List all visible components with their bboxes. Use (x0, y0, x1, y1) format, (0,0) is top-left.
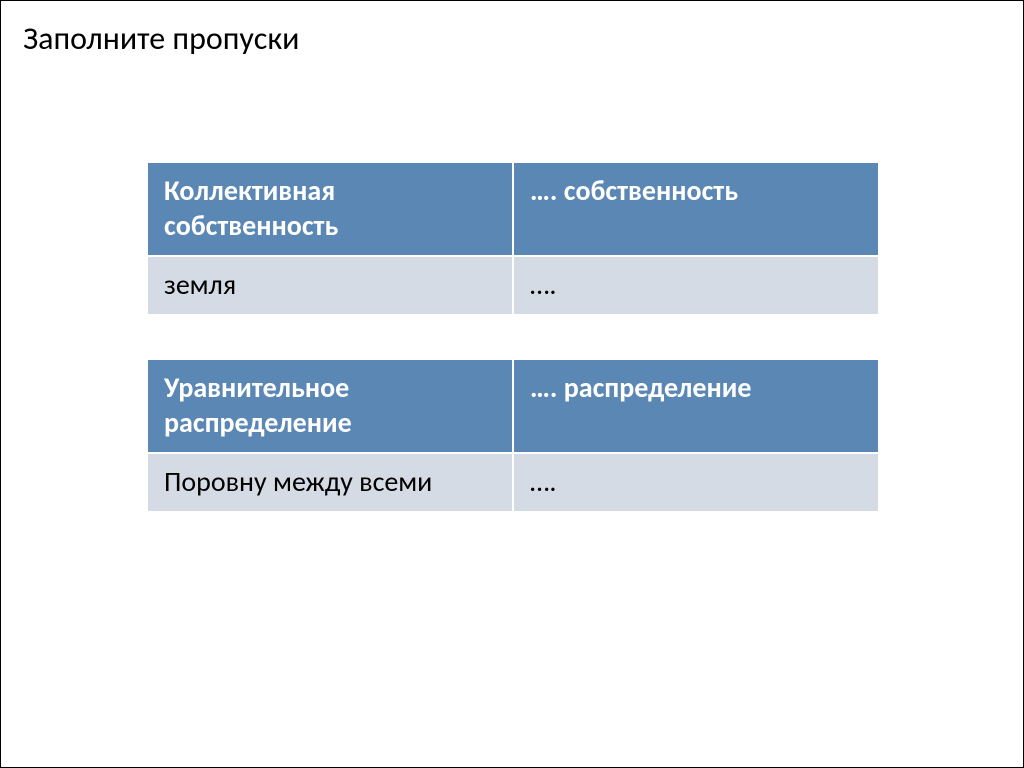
table-row: Поровну между всеми …. (147, 453, 879, 512)
table-1-header-col2: …. собственность (513, 162, 879, 256)
table-2-body-col2: …. (513, 453, 879, 512)
tables-container: Коллективная собственность …. собственно… (146, 161, 880, 513)
table-2: Уравнительное распределение …. распредел… (146, 358, 880, 513)
table-1-body-col2: …. (513, 256, 879, 315)
table-1-body-col1: земля (147, 256, 513, 315)
table-2-header-col2: …. распределение (513, 359, 879, 453)
table-row: земля …. (147, 256, 879, 315)
table-1-header-col1: Коллективная собственность (147, 162, 513, 256)
table-2-body-col1: Поровну между всеми (147, 453, 513, 512)
table-gap (146, 316, 880, 358)
page-title: Заполните пропуски (23, 19, 299, 58)
table-row: Уравнительное распределение …. распредел… (147, 359, 879, 453)
table-1: Коллективная собственность …. собственно… (146, 161, 880, 316)
table-row: Коллективная собственность …. собственно… (147, 162, 879, 256)
table-2-header-col1: Уравнительное распределение (147, 359, 513, 453)
